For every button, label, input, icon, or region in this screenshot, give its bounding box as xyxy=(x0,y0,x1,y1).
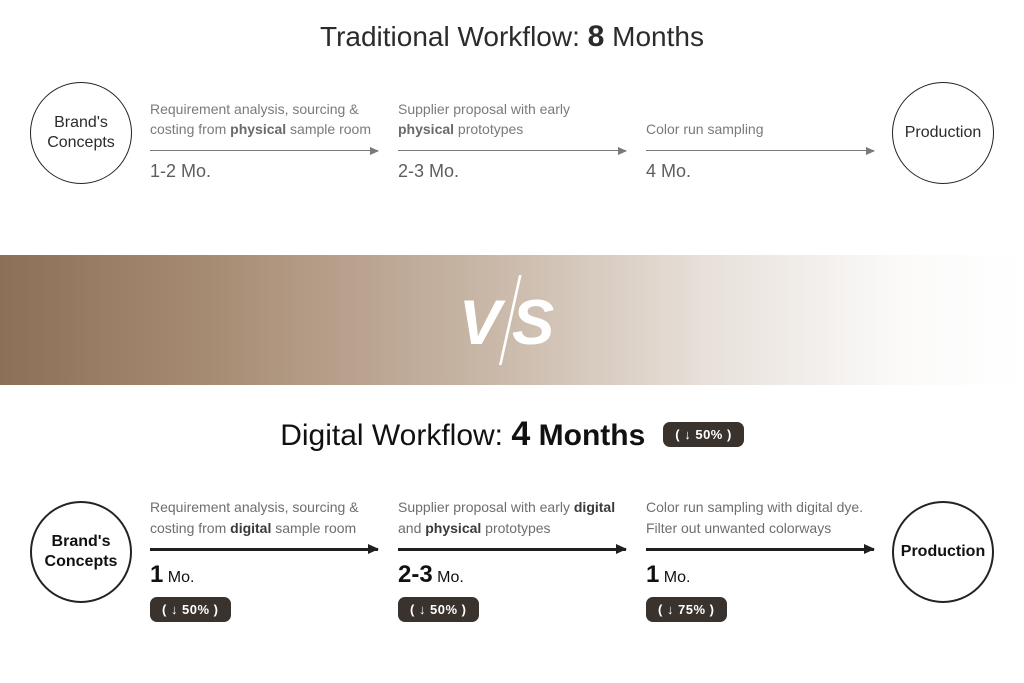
dig-step-2-duration-unit: Mo. xyxy=(433,569,464,586)
digital-title-prefix: Digital Workflow: xyxy=(280,419,503,452)
traditional-title-row: Traditional Workflow: 8 Months xyxy=(25,20,999,54)
digital-title-reduction-badge: ( ↓ 50% ) xyxy=(663,422,744,447)
trad-step-3-desc-pre: Color run sampling xyxy=(646,121,764,137)
arrow-right-icon xyxy=(150,150,378,152)
traditional-flow: Brand's Concepts Requirement analysis, s… xyxy=(25,82,999,184)
traditional-title-unit: Months xyxy=(612,21,704,52)
digital-title-row: Digital Workflow: 4 Months ( ↓ 50% ) xyxy=(25,415,999,454)
traditional-title-value: 8 xyxy=(588,20,605,53)
dig-step-3-duration-num: 1 xyxy=(646,561,659,588)
trad-step-1-desc: Requirement analysis, sourcing & costing… xyxy=(150,84,378,146)
arrow-right-icon xyxy=(398,548,626,551)
end-node-label: Production xyxy=(901,542,985,562)
digital-title: Digital Workflow: 4 Months xyxy=(280,415,645,454)
trad-step-2: Supplier proposal with early physical pr… xyxy=(388,84,636,183)
arrow-right-icon xyxy=(646,150,874,152)
digital-panel: Digital Workflow: 4 Months ( ↓ 50% ) Bra… xyxy=(0,385,1024,683)
dig-step-1-desc: Requirement analysis, sourcing & costing… xyxy=(150,482,378,544)
dig-step-1-reduction-badge: ( ↓ 50% ) xyxy=(150,597,231,622)
digital-title-value: 4 xyxy=(511,415,530,453)
trad-step-2-duration: 2-3 Mo. xyxy=(398,161,626,182)
dig-step-2-desc-bold: digital xyxy=(574,499,615,515)
trad-step-1: Requirement analysis, sourcing & costing… xyxy=(140,84,388,183)
digital-steps: Requirement analysis, sourcing & costing… xyxy=(132,482,892,622)
dig-step-2-reduction-badge: ( ↓ 50% ) xyxy=(398,597,479,622)
trad-step-3-duration: 4 Mo. xyxy=(646,161,874,182)
dig-step-2-desc: Supplier proposal with early digital and… xyxy=(398,482,626,544)
arrow-right-icon xyxy=(646,548,874,551)
digital-flow: Brand's Concepts Requirement analysis, s… xyxy=(25,482,999,622)
end-node-digital: Production xyxy=(892,501,994,603)
start-node-label: Brand's Concepts xyxy=(45,532,118,572)
dig-step-2-desc-pre: Supplier proposal with early xyxy=(398,499,574,515)
dig-step-2-badge-row: ( ↓ 50% ) xyxy=(398,597,626,622)
dig-step-3-duration: 1 Mo. xyxy=(646,561,874,589)
start-node-digital: Brand's Concepts xyxy=(30,501,132,603)
dig-step-2-desc-mid: and xyxy=(398,520,425,536)
dig-step-1: Requirement analysis, sourcing & costing… xyxy=(140,482,388,622)
trad-step-3-desc: Color run sampling xyxy=(646,84,874,146)
dig-step-3-desc-pre: Color run sampling with digital dye. Fil… xyxy=(646,499,863,535)
dig-step-2-desc-bold2: physical xyxy=(425,520,481,536)
trad-step-3: Color run sampling 4 Mo. xyxy=(636,84,884,183)
dig-step-2-duration: 2-3 Mo. xyxy=(398,561,626,589)
dig-step-1-duration: 1 Mo. xyxy=(150,561,378,589)
trad-step-2-desc-pre: Supplier proposal with early xyxy=(398,101,570,117)
dig-step-3-badge-row: ( ↓ 75% ) xyxy=(646,597,874,622)
dig-step-1-desc-post: sample room xyxy=(271,520,356,536)
vs-divider-band: V S xyxy=(0,255,1024,385)
svg-text:V: V xyxy=(459,288,506,358)
trad-step-1-desc-bold: physical xyxy=(230,121,286,137)
end-node-label: Production xyxy=(905,123,982,143)
traditional-panel: Traditional Workflow: 8 Months Brand's C… xyxy=(0,0,1024,255)
dig-step-1-duration-num: 1 xyxy=(150,561,163,588)
trad-step-1-duration: 1-2 Mo. xyxy=(150,161,378,182)
vs-icon: V S xyxy=(452,275,572,365)
dig-step-2: Supplier proposal with early digital and… xyxy=(388,482,636,622)
trad-step-2-desc-bold: physical xyxy=(398,121,454,137)
dig-step-2-desc-post: prototypes xyxy=(481,520,550,536)
dig-step-3-desc: Color run sampling with digital dye. Fil… xyxy=(646,482,874,544)
dig-step-3-reduction-badge: ( ↓ 75% ) xyxy=(646,597,727,622)
traditional-title: Traditional Workflow: 8 Months xyxy=(320,20,704,54)
digital-title-unit: Months xyxy=(539,419,646,452)
dig-step-2-duration-num: 2-3 xyxy=(398,561,433,588)
traditional-steps: Requirement analysis, sourcing & costing… xyxy=(132,84,892,183)
dig-step-1-desc-bold: digital xyxy=(230,520,271,536)
trad-step-1-desc-post: sample room xyxy=(286,121,371,137)
dig-step-3: Color run sampling with digital dye. Fil… xyxy=(636,482,884,622)
dig-step-1-duration-unit: Mo. xyxy=(163,569,194,586)
trad-step-2-desc: Supplier proposal with early physical pr… xyxy=(398,84,626,146)
start-node-label: Brand's Concepts xyxy=(47,113,115,153)
dig-step-3-duration-unit: Mo. xyxy=(659,569,690,586)
svg-text:S: S xyxy=(512,288,554,358)
trad-step-2-desc-post: prototypes xyxy=(454,121,523,137)
end-node-traditional: Production xyxy=(892,82,994,184)
arrow-right-icon xyxy=(398,150,626,152)
start-node-traditional: Brand's Concepts xyxy=(30,82,132,184)
dig-step-1-badge-row: ( ↓ 50% ) xyxy=(150,597,378,622)
arrow-right-icon xyxy=(150,548,378,551)
traditional-title-prefix: Traditional Workflow: xyxy=(320,21,580,52)
